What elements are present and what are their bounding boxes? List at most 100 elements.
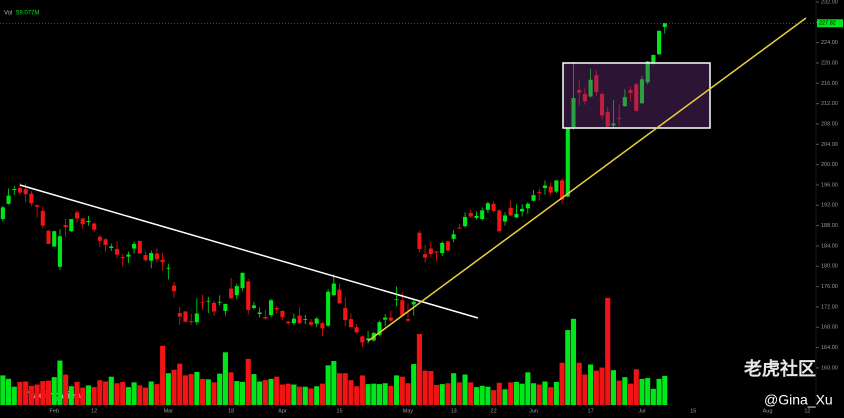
candle-body — [246, 281, 251, 310]
last-price-box — [817, 19, 843, 28]
candle-body — [531, 195, 536, 201]
candle-body — [474, 215, 479, 218]
volume-bar — [74, 381, 80, 405]
volume-bar — [376, 384, 383, 405]
volume-bar — [399, 376, 405, 405]
candle-body — [194, 313, 199, 323]
y-tick-label: 192.00 — [821, 203, 838, 209]
volume-bar — [285, 383, 291, 405]
candle-body — [639, 79, 645, 104]
y-tick-label: 168.00 — [821, 325, 838, 331]
candle-body — [366, 338, 371, 340]
candle-body — [645, 61, 650, 83]
volume-bar — [154, 384, 160, 405]
candle-body — [114, 248, 120, 255]
volume-bar — [194, 371, 200, 405]
volume-bar — [120, 381, 126, 405]
volume-bar — [411, 364, 417, 405]
candle-body — [240, 272, 245, 289]
candle-body — [445, 241, 450, 251]
candle-body — [542, 185, 548, 189]
volume-bar — [23, 381, 29, 405]
watermark: 老虎社区 — [744, 358, 816, 379]
candle-body — [303, 319, 308, 320]
candle-body — [377, 322, 382, 335]
x-tick-label: Aug — [763, 408, 773, 414]
volume-bar — [610, 370, 616, 405]
volume-bar — [359, 375, 365, 405]
volume-bar — [262, 380, 268, 405]
candle-body — [308, 322, 314, 325]
volume-bar — [331, 361, 337, 405]
volume-bar — [570, 318, 577, 405]
volume-bar — [582, 374, 588, 405]
volume-bar — [188, 374, 194, 405]
candle-body — [428, 248, 433, 255]
volume-bar — [605, 297, 611, 405]
candle-body — [394, 299, 399, 301]
candle-body — [0, 207, 5, 220]
volume-bar — [502, 389, 508, 405]
candle-body — [251, 305, 256, 308]
volume-bar — [536, 384, 542, 405]
candle-body — [280, 310, 285, 318]
candle-body — [189, 321, 194, 323]
volume-bar — [394, 375, 400, 405]
candle-body — [217, 301, 222, 303]
candle-body — [343, 307, 348, 321]
up-trendline — [367, 17, 807, 342]
candle-body — [594, 75, 599, 92]
volume-bar — [34, 384, 40, 405]
candle-body — [92, 223, 97, 230]
volume-bar — [239, 381, 246, 405]
candle-body — [35, 205, 40, 207]
volume-bar — [171, 369, 177, 405]
candle-body — [69, 219, 74, 232]
candle-body — [360, 336, 365, 343]
y-tick-label: 204.00 — [821, 142, 838, 148]
y-tick-label: 164.00 — [821, 345, 838, 351]
candle-body — [497, 210, 502, 232]
candle-body — [12, 189, 17, 191]
y-tick-label: 184.00 — [821, 243, 838, 249]
x-tick-label: 17 — [588, 408, 594, 414]
volume-bar — [40, 381, 46, 405]
candle-body — [582, 94, 587, 102]
volume-bar — [513, 381, 519, 405]
volume-bar — [565, 330, 571, 405]
volume-bar — [433, 384, 440, 405]
candle-body — [554, 180, 559, 192]
volume-bar — [445, 383, 451, 405]
author: @Gina_Xu — [764, 392, 833, 408]
candle-body — [286, 321, 291, 324]
y-tick-label: 216.00 — [821, 81, 838, 87]
volume-bar — [599, 367, 605, 405]
candle-body — [63, 225, 68, 228]
candle-body — [229, 288, 234, 299]
volume-bar — [451, 373, 457, 405]
volume-bar — [485, 386, 491, 405]
candle-body — [605, 111, 610, 127]
volume-bar — [645, 378, 651, 405]
volume-bar — [314, 386, 320, 405]
y-tick-label: 196.00 — [821, 182, 838, 188]
volume-bar — [371, 383, 377, 405]
candle-body — [491, 203, 496, 211]
x-tick-label: 15 — [336, 408, 342, 414]
candle-body — [405, 319, 411, 321]
candle-body — [599, 94, 605, 116]
candle-body — [440, 242, 445, 254]
candle-body — [183, 311, 188, 322]
candle-body — [234, 286, 239, 296]
candle-body — [160, 259, 165, 263]
x-tick-label: Mar — [164, 408, 174, 414]
candle-body — [622, 97, 627, 107]
candle-body — [457, 227, 462, 229]
volume-bar — [268, 378, 274, 405]
volume-bar — [456, 382, 462, 405]
candle-body — [120, 257, 125, 259]
candle-body — [383, 317, 388, 320]
y-tick-label: 212.00 — [821, 101, 838, 107]
volume-bar — [491, 390, 497, 405]
candle-body — [651, 54, 656, 64]
